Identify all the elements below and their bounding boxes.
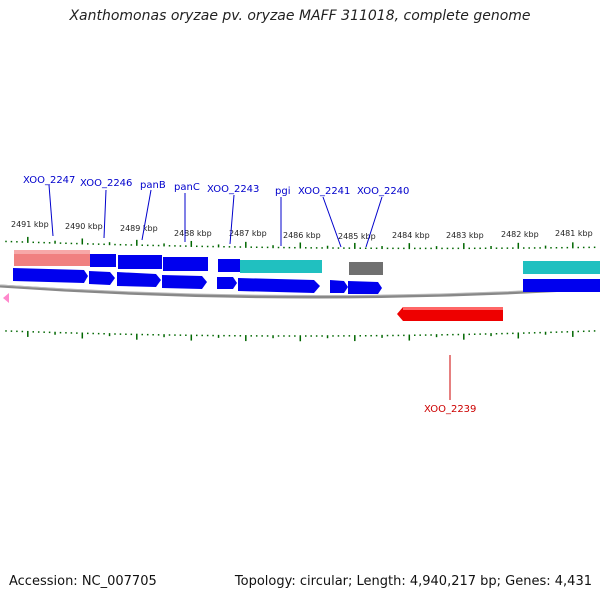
gene-arrow[interactable]: [117, 272, 161, 287]
cds-block[interactable]: [218, 259, 240, 272]
cds-block[interactable]: [523, 261, 600, 274]
cds-track: [14, 250, 600, 275]
cds-block[interactable]: [240, 260, 322, 273]
cds-block[interactable]: [14, 250, 90, 254]
gene-arrow-reverse[interactable]: [397, 307, 503, 321]
gene-label[interactable]: XOO_2239: [424, 404, 476, 415]
gene-arrow[interactable]: [330, 280, 348, 293]
leader-line: [229, 194, 235, 245]
cds-block[interactable]: [349, 262, 383, 275]
leader-line: [48, 184, 54, 237]
gene-label[interactable]: XOO_2243: [207, 184, 259, 195]
tick-row-top: [5, 236, 596, 250]
genome-summary-text: Topology: circular; Length: 4,940,217 bp…: [234, 574, 592, 589]
cds-block[interactable]: [90, 254, 116, 267]
genome-backbone: [0, 284, 600, 299]
gene-arrow[interactable]: [217, 277, 237, 289]
kbp-label: 2483 kbp: [446, 231, 484, 240]
leader-line: [365, 196, 383, 248]
gene-label[interactable]: XOO_2240: [357, 186, 409, 197]
kbp-label: 2488 kbp: [174, 229, 212, 238]
leader-line: [322, 196, 342, 248]
gene-label[interactable]: panC: [174, 182, 200, 193]
gene-label-group-top: XOO_2247 XOO_2246 panB panC XOO_2243 pgi…: [23, 175, 409, 248]
genome-backbone-highlight: [0, 284, 600, 297]
gene-label-group-bottom: XOO_2239: [424, 355, 476, 415]
kbp-label: 2485 kbp: [338, 232, 376, 241]
cds-block[interactable]: [163, 257, 208, 271]
gene-arrow[interactable]: [523, 279, 600, 292]
accession-text: Accession: NC_007705: [9, 574, 157, 589]
leader-line: [141, 189, 152, 241]
cds-block[interactable]: [118, 255, 162, 269]
gene-label[interactable]: XOO_2247: [23, 175, 75, 186]
kbp-label: 2490 kbp: [65, 222, 103, 231]
gene-label[interactable]: XOO_2246: [80, 178, 132, 189]
gene-arrow[interactable]: [89, 271, 115, 285]
kbp-label: 2481 kbp: [555, 229, 593, 238]
kbp-label: 2489 kbp: [120, 224, 158, 233]
forward-gene-track: [13, 268, 600, 294]
gene-arrow[interactable]: [348, 281, 382, 294]
page-title: Xanthomonas oryzae pv. oryzae MAFF 31101…: [69, 8, 531, 24]
gene-label[interactable]: panB: [140, 180, 166, 191]
gene-label[interactable]: pgi: [275, 186, 290, 197]
kbp-scale: 2491 kbp 2490 kbp 2489 kbp 2488 kbp 2487 kbp…: [11, 220, 593, 241]
left-arrow-icon[interactable]: [3, 293, 9, 303]
gene-label[interactable]: XOO_2241: [298, 186, 350, 197]
gene-arrow-reverse-highlight: [403, 307, 503, 310]
kbp-label: 2482 kbp: [501, 230, 539, 239]
kbp-label: 2484 kbp: [392, 231, 430, 240]
gene-arrow[interactable]: [13, 268, 88, 283]
kbp-label: 2487 kbp: [229, 229, 267, 238]
kbp-label: 2491 kbp: [11, 220, 49, 229]
leader-line: [103, 189, 107, 239]
gene-arrow[interactable]: [162, 275, 207, 289]
tick-row-bottom: [5, 330, 596, 342]
kbp-label: 2486 kbp: [283, 231, 321, 240]
gene-arrow[interactable]: [238, 278, 320, 293]
